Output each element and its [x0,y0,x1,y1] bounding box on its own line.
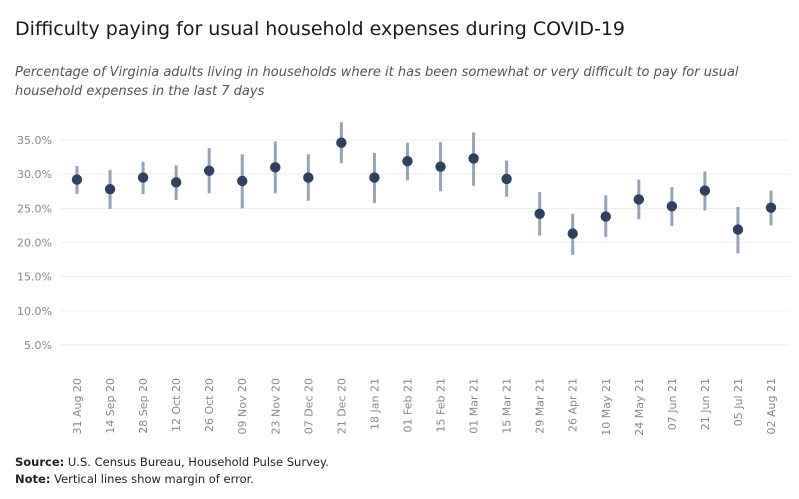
y-tick-label: 5.0% [24,339,52,352]
note-text: Vertical lines show margin of error. [54,472,254,486]
x-tick-label: 28 Sep 20 [137,378,150,434]
x-tick-label: 12 Oct 20 [170,378,183,432]
x-tick-label: 23 Nov 20 [269,378,282,434]
data-point[interactable] [699,185,711,196]
x-tick-label: 01 Feb 21 [401,378,414,432]
y-tick-label: 30.0% [17,168,52,181]
y-tick-label: 25.0% [17,202,52,215]
data-point[interactable] [501,173,512,185]
x-tick-label: 26 Apr 21 [567,378,580,432]
x-tick-label: 15 Feb 21 [435,378,448,432]
data-point[interactable] [633,194,645,205]
data-point[interactable] [666,201,678,212]
data-point[interactable] [170,177,182,188]
data-point[interactable] [402,155,413,167]
x-tick-label: 26 Oct 20 [203,378,216,432]
data-point[interactable] [600,211,611,222]
x-tick-label: 07 Jun 21 [666,378,679,430]
x-tick-label: 01 Mar 21 [468,378,481,434]
x-tick-label: 02 Aug 21 [765,378,778,434]
y-tick-label: 20.0% [17,237,52,250]
note-label: Note: [15,472,51,486]
chart-subtitle: Percentage of Virginia adults living in … [15,65,739,99]
data-point[interactable] [71,174,83,185]
data-point[interactable] [203,165,215,176]
source-label: Source: [15,455,65,469]
data-point[interactable] [732,224,744,235]
x-tick-label: 21 Dec 20 [335,378,348,434]
x-tick-label: 31 Aug 20 [71,378,84,434]
data-point[interactable] [336,137,347,148]
data-point[interactable] [369,172,380,183]
x-tick-label: 14 Sep 20 [104,378,117,434]
chart-title: Difficulty paying for usual household ex… [15,18,626,40]
x-tick-label: 24 May 21 [633,378,646,436]
x-tick-label: 05 Jul 21 [732,378,745,426]
x-tick-label: 15 Mar 21 [501,378,514,434]
data-point[interactable] [534,208,545,219]
y-tick-label: 15.0% [17,271,52,284]
data-point[interactable] [237,175,248,187]
data-point[interactable] [104,184,116,195]
x-tick-label: 21 Jun 21 [699,378,712,430]
data-point[interactable] [435,161,446,172]
source-text: U.S. Census Bureau, Household Pulse Surv… [67,455,329,469]
data-point[interactable] [137,172,149,183]
x-tick-label: 07 Dec 20 [302,378,315,434]
x-tick-label: 10 May 21 [600,378,613,436]
data-point[interactable] [567,228,578,239]
data-point[interactable] [303,172,314,183]
x-tick-label: 18 Jan 21 [368,378,381,430]
data-point[interactable] [468,153,479,164]
data-point[interactable] [765,202,777,213]
data-point[interactable] [270,162,281,173]
note-line: Note: Vertical lines show margin of erro… [15,472,254,486]
x-tick-label: 09 Nov 20 [236,378,249,434]
y-tick-label: 35.0% [17,134,52,147]
source-line: Source: U.S. Census Bureau, Household Pu… [15,455,329,469]
x-tick-label: 29 Mar 21 [534,378,547,434]
y-tick-label: 10.0% [17,305,52,318]
